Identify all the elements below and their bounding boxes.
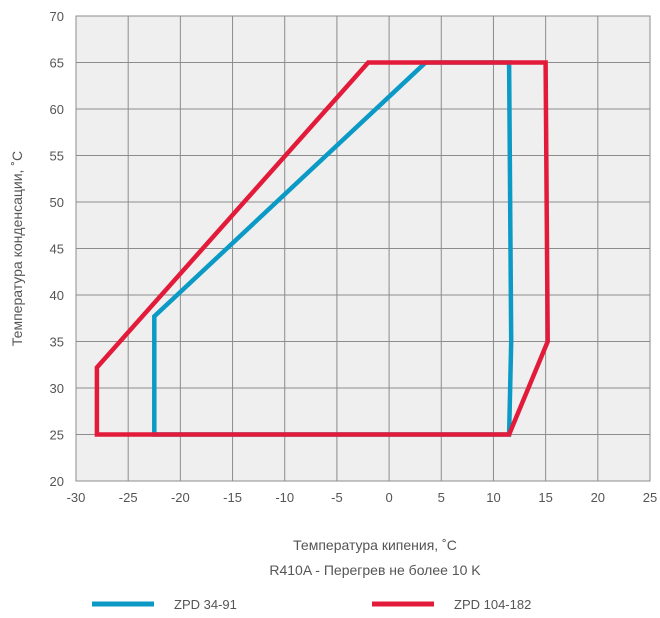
y-tick-label: 50: [50, 195, 64, 210]
plot-frame: [75, 15, 651, 482]
series-line-2: [94, 60, 550, 437]
y-axis-label: Температура конденсации, ˚C: [9, 151, 25, 346]
y-tick-label: 20: [50, 474, 64, 489]
x-tick-label: 0: [385, 490, 392, 505]
x-tick-label: 15: [538, 490, 552, 505]
x-tick-label: 10: [486, 490, 500, 505]
legend-label: ZPD 34-91: [174, 597, 237, 612]
x-tick-label: 20: [591, 490, 605, 505]
y-tick-labels: 20 25 30 35 40 45 50 55 60 65 70: [50, 9, 64, 489]
x-tick-label: 5: [438, 490, 445, 505]
y-tick-label: 40: [50, 288, 64, 303]
y-tick-label: 35: [50, 335, 64, 350]
x-tick-label: 25: [643, 490, 657, 505]
y-tick-label: 55: [50, 149, 64, 164]
x-tick-label: -20: [171, 490, 190, 505]
chart-subtitle: R410A - Перегрев не более 10 K: [269, 562, 481, 578]
x-tick-label: -30: [67, 490, 86, 505]
y-tick-label: 45: [50, 242, 64, 257]
x-axis-label: Температура кипения, ˚C: [293, 537, 457, 553]
legend-label: ZPD 104-182: [454, 597, 531, 612]
y-tick-label: 70: [50, 9, 64, 24]
x-tick-label: -25: [119, 490, 138, 505]
y-tick-label: 60: [50, 102, 64, 117]
x-tick-labels: -30 -25 -20 -15 -10 -5 0 5 10 15 20 25: [67, 490, 658, 505]
y-tick-label: 65: [50, 56, 64, 71]
x-tick-label: -5: [331, 490, 343, 505]
series-group: [94, 60, 550, 437]
legend: ZPD 34-91 ZPD 104-182: [92, 597, 531, 612]
x-tick-label: -15: [223, 490, 242, 505]
y-tick-label: 30: [50, 381, 64, 396]
x-tick-label: -10: [275, 490, 294, 505]
y-tick-label: 25: [50, 428, 64, 443]
